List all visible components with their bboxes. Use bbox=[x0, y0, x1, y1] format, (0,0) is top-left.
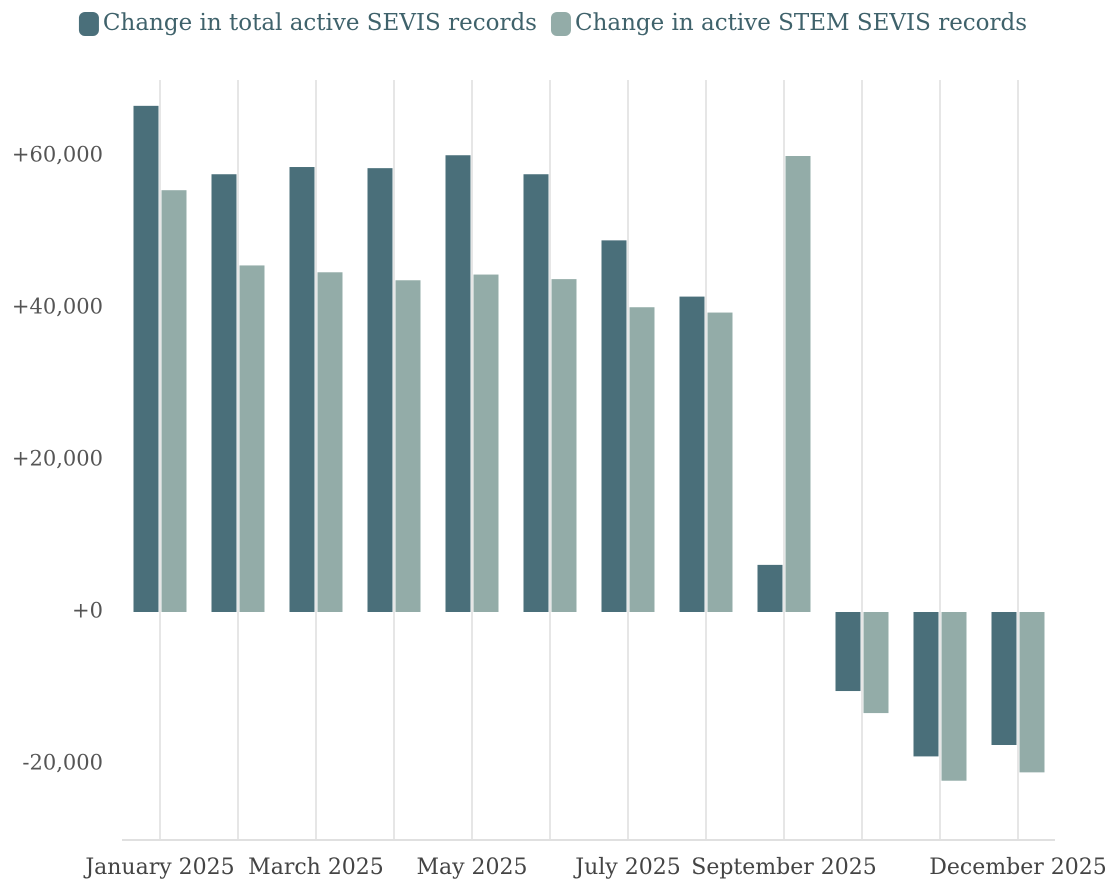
bar bbox=[679, 296, 705, 612]
bar bbox=[835, 612, 861, 692]
bar bbox=[601, 240, 627, 613]
y-tick-label: -20,000 bbox=[22, 751, 103, 775]
bar bbox=[161, 190, 187, 612]
bar bbox=[289, 167, 315, 612]
y-tick-label: +20,000 bbox=[12, 447, 103, 471]
x-tick-label: July 2025 bbox=[573, 855, 680, 880]
legend-label: Change in active STEM SEVIS records bbox=[575, 10, 1027, 36]
bar bbox=[991, 612, 1017, 745]
bar bbox=[239, 265, 265, 612]
bar bbox=[367, 168, 393, 612]
bar bbox=[757, 564, 783, 612]
bar bbox=[317, 272, 343, 612]
x-tick-label: December 2025 bbox=[929, 855, 1106, 880]
bar bbox=[1019, 612, 1045, 773]
bar bbox=[629, 307, 655, 612]
y-tick-label: +0 bbox=[72, 599, 103, 623]
legend-swatch bbox=[78, 12, 99, 36]
bar bbox=[395, 280, 421, 612]
x-tick-label: September 2025 bbox=[691, 855, 877, 880]
x-tick-label: January 2025 bbox=[83, 855, 234, 880]
bar bbox=[913, 612, 939, 757]
legend-swatch bbox=[550, 12, 571, 36]
bar bbox=[445, 155, 471, 613]
bar bbox=[941, 612, 967, 781]
bar bbox=[523, 174, 549, 613]
bar bbox=[707, 312, 733, 612]
x-tick-label: May 2025 bbox=[416, 855, 527, 880]
y-tick-label: +60,000 bbox=[12, 143, 103, 167]
legend-label: Change in total active SEVIS records bbox=[103, 10, 537, 36]
bar bbox=[473, 274, 499, 612]
y-tick-label: +40,000 bbox=[12, 295, 103, 319]
bar bbox=[211, 174, 237, 613]
x-tick-label: March 2025 bbox=[248, 855, 384, 880]
bar bbox=[551, 279, 577, 612]
bar bbox=[133, 105, 159, 612]
bar bbox=[785, 156, 811, 612]
bar bbox=[863, 612, 889, 714]
